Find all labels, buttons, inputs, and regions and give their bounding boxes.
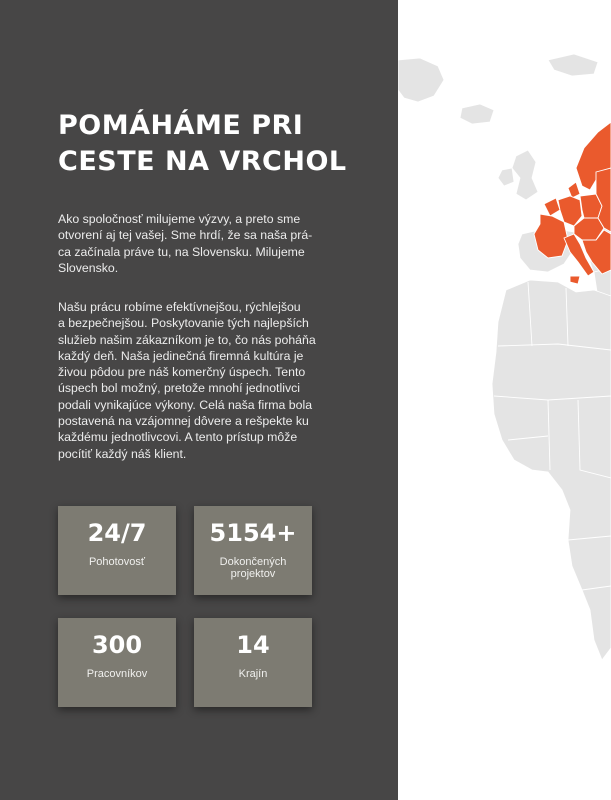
intro-paragraph: Ako spoločnosť milujeme výzvy, a preto s… [58,211,348,276]
intro-line: otvorení aj tej vašej. Sme hrdí, že sa n… [58,228,313,243]
page-title-line-2: CESTE NA VRCHOL [58,146,347,177]
body-line: každému jednotlivcovi. A tento prístup m… [58,430,298,445]
body-line: každý deň. Naša jedinečná firemná kultúr… [58,348,304,363]
intro-line: Slovensko. [58,260,119,275]
body-line: postavená na vzájomnej dôvere a rešpekte… [58,414,309,429]
body-line: úspech bol možný, pretože mnohí jednotli… [58,381,300,396]
body-line: podali vynikajúce výkony. Celá naša firm… [58,397,313,412]
stat-label: Pohotovosť [88,556,146,568]
body-paragraph: Našu prácu robíme efektívnejšou, rýchlej… [58,299,348,462]
stat-card-employees: 300 Pracovníkov [58,618,176,707]
stat-card-projects: 5154+ Dokončených projektov [194,506,312,595]
stat-value: 14 [236,631,270,659]
body-line: Našu prácu robíme efektívnejšou, rýchlej… [58,300,301,314]
world-map-icon [398,0,611,800]
body-line: a bezpečnejšou. Poskytovanie tých najlep… [58,316,309,331]
intro-line: Ako spoločnosť milujeme výzvy, a preto s… [58,212,301,226]
content-panel: POMÁHÁME PRI CESTE NA VRCHOL Ako spoločn… [0,0,398,800]
stat-label: Dokončených projektov [219,556,287,580]
intro-line: ca začínala práve tu, na Slovensku. Milu… [58,244,305,259]
stat-label: Pracovníkov [86,668,148,680]
stat-value: 5154+ [209,519,297,547]
body-line: pocítiť každý náš klient. [58,446,187,461]
stat-label: Krajín [238,668,268,680]
stat-card-availability: 24/7 Pohotovosť [58,506,176,595]
body-line: živou pôdou pre náš komerčný úspech. Ten… [58,365,306,380]
stat-card-countries: 14 Krajín [194,618,312,707]
page-title-line-1: POMÁHÁME PRI [58,110,304,141]
page-title: POMÁHÁME PRI CESTE NA VRCHOL [58,108,378,180]
body-line: služieb našim zákazníkom je to, čo nás p… [58,332,316,347]
stat-value: 300 [91,631,143,659]
stat-value: 24/7 [87,519,147,547]
